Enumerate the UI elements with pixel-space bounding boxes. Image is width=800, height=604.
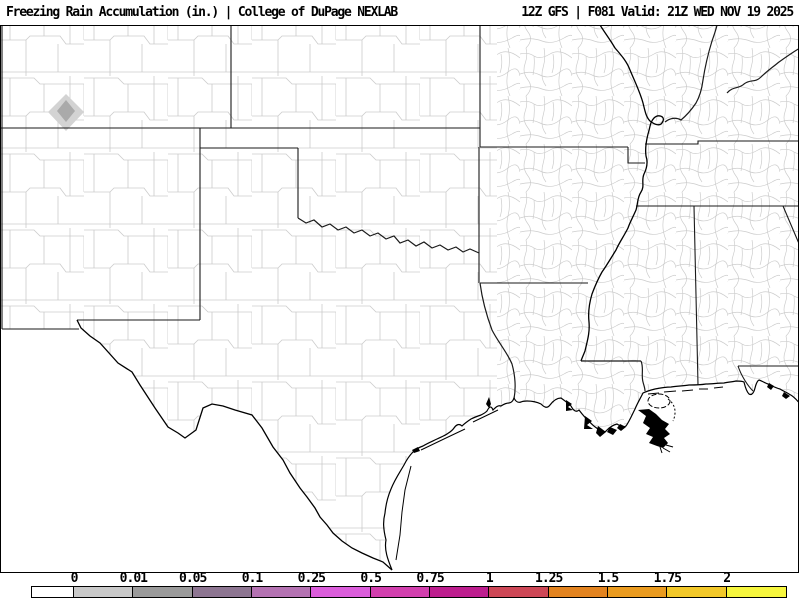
colorbar-segment xyxy=(548,587,608,597)
colorbar-segment xyxy=(726,587,786,597)
red-river-border xyxy=(297,217,480,254)
sabine-river-border xyxy=(479,282,516,400)
colorbar-tick-label: 1.5 xyxy=(597,571,620,586)
ohio-river-border xyxy=(664,26,798,123)
mississippi-river xyxy=(580,26,664,362)
colorbar-segment xyxy=(370,587,430,597)
colorbar-segment xyxy=(32,587,74,597)
rio-grande-river xyxy=(76,319,393,571)
colorbar-segment xyxy=(74,587,134,597)
title-bar: Freezing Rain Accumulation (in.) | Colle… xyxy=(0,0,800,25)
colorbar-tick-label: 2 xyxy=(723,571,731,586)
colorbar-segment xyxy=(133,587,193,597)
colorbar-segment xyxy=(311,587,371,597)
colorbar-segment xyxy=(252,587,312,597)
lake-pontchartrain xyxy=(647,393,671,409)
product-title: Freezing Rain Accumulation (in.) | Colle… xyxy=(6,5,398,20)
colorbar-segment xyxy=(192,587,252,597)
map-frame xyxy=(0,25,799,573)
colorbar-tick-label: 0.75 xyxy=(416,571,444,586)
colorbar-tick-label: 1.25 xyxy=(535,571,563,586)
colorbar-segment xyxy=(667,587,727,597)
colorbar-tick-label: 0.05 xyxy=(179,571,207,586)
colorbar-tick-label: 1 xyxy=(485,571,494,586)
colorbar-segment xyxy=(608,587,668,597)
pearl-river-border xyxy=(581,360,646,392)
county-lines-east xyxy=(497,26,798,570)
colorbar xyxy=(31,586,787,598)
colorbar-tick-label: 0.1 xyxy=(241,571,264,586)
model-run-valid-time: 12Z GFS | F081 Valid: 21Z WED NOV 19 202… xyxy=(521,5,794,20)
colorbar-tick-label: 0.5 xyxy=(360,571,382,586)
mississippi-delta xyxy=(638,409,674,454)
colorbar-tick-label: 0 xyxy=(70,571,79,586)
county-lines-layer xyxy=(1,26,798,570)
colorbar-tick-label: 1.75 xyxy=(653,571,682,586)
gulf-coastline xyxy=(383,379,798,571)
freezing-rain-region-inner xyxy=(57,100,75,122)
barrier-islands xyxy=(395,386,724,561)
colorbar-tick-label: 0.25 xyxy=(297,571,326,586)
colorbar-tick-label: 0.01 xyxy=(119,571,148,586)
colorbar-segment xyxy=(430,587,490,597)
colorbar-segment xyxy=(489,587,549,597)
state-borders xyxy=(1,26,798,392)
